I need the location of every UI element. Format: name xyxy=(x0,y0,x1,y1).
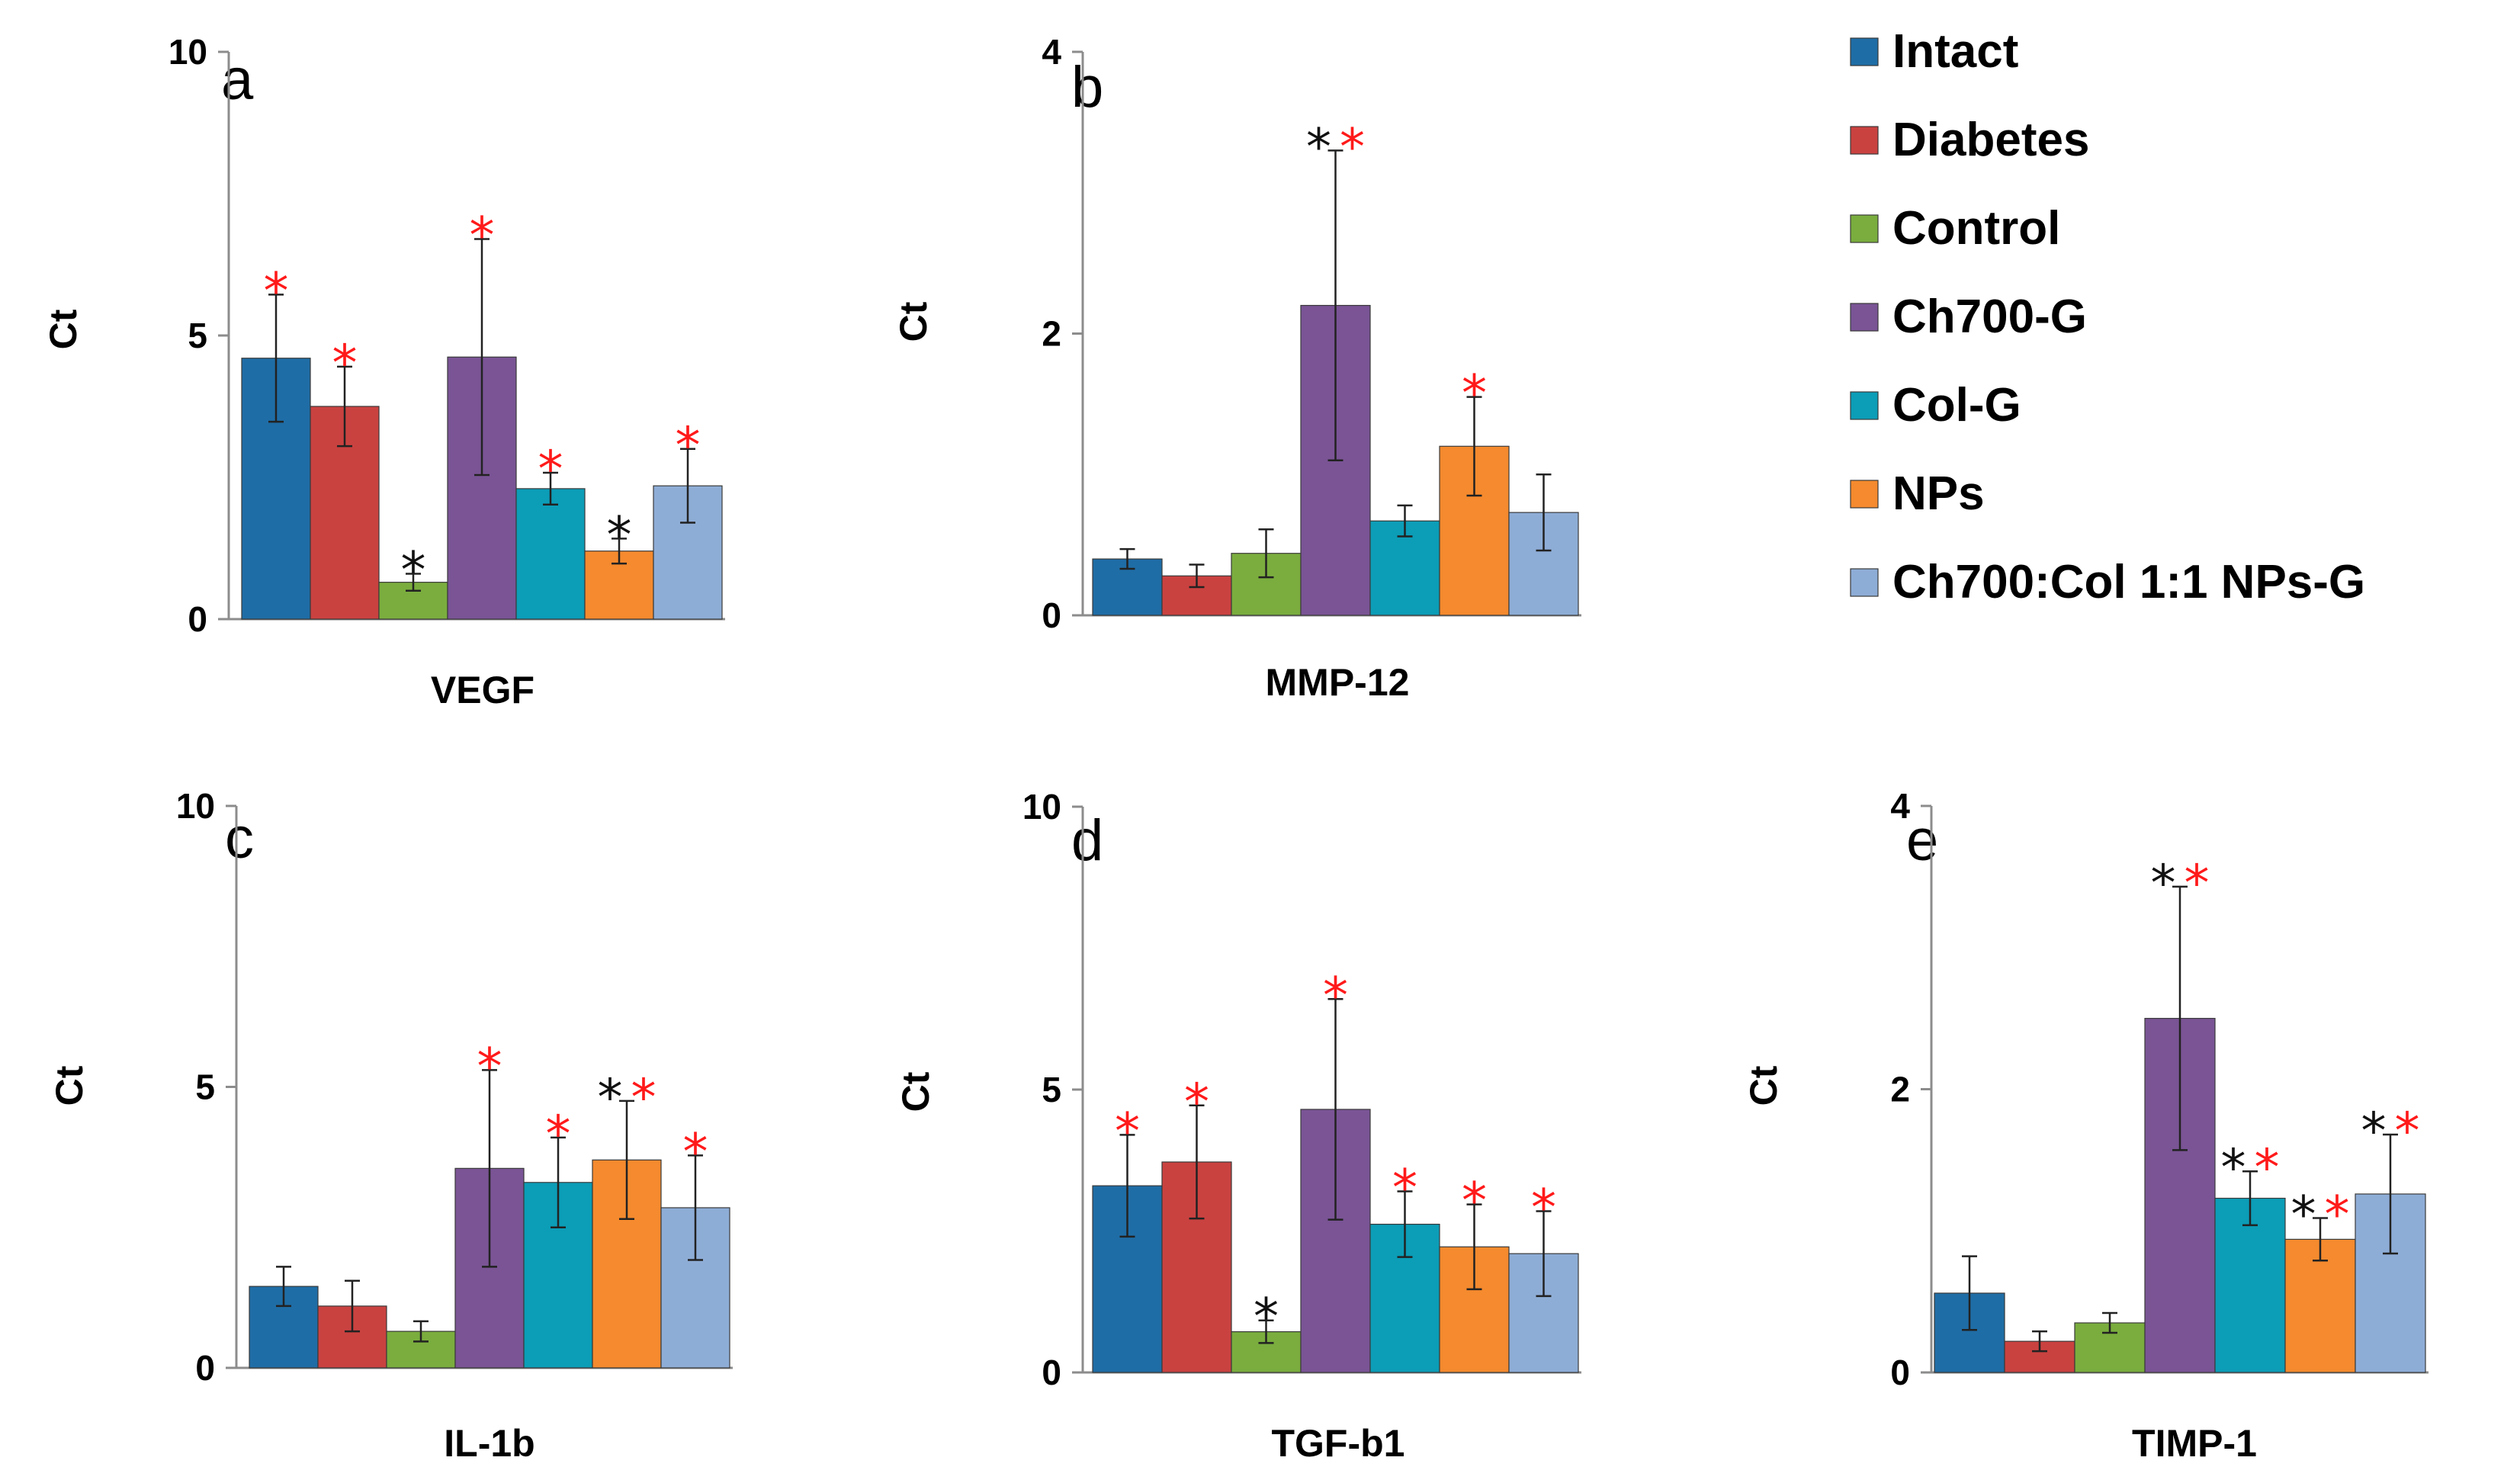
panel-letter-b: b xyxy=(1071,55,1103,120)
x-axis-label-e: TIMP-1 xyxy=(2132,1422,2257,1465)
significance-star-red: * xyxy=(264,262,289,320)
significance-star-red: * xyxy=(332,334,358,393)
y-tick-label: 0 xyxy=(188,599,207,639)
legend-swatch xyxy=(1850,480,1879,509)
y-tick-label: 4 xyxy=(1890,786,1910,826)
significance-star-red: * xyxy=(1323,966,1348,1025)
significance-star-red: * xyxy=(1340,117,1365,176)
significance-star-black: * xyxy=(2151,854,2176,913)
significance-star-red: * xyxy=(676,416,701,475)
y-tick-label: 10 xyxy=(1022,787,1061,827)
y-tick-label: 0 xyxy=(1042,1353,1061,1392)
significance-star-red: * xyxy=(1184,1073,1209,1132)
legend-swatch xyxy=(1850,37,1879,66)
legend-label: Col-G xyxy=(1892,379,2021,432)
y-tick-label: 10 xyxy=(169,32,207,72)
bar-e-5 xyxy=(2214,1197,2286,1373)
legend-label: Ch700-G xyxy=(1892,291,2087,343)
significance-star-red: * xyxy=(477,1037,502,1096)
panel-letter-c: c xyxy=(225,806,254,871)
y-tick-label: 2 xyxy=(1890,1070,1910,1109)
plot-b: 024* ** xyxy=(1042,32,1581,635)
significance-star-red: * xyxy=(470,207,495,265)
significance-star-black: * xyxy=(607,506,632,564)
y-tick-label: 4 xyxy=(1042,32,1061,72)
legend-label: Control xyxy=(1892,202,2060,255)
significance-star-red: * xyxy=(683,1122,708,1181)
y-tick-label: 5 xyxy=(1042,1070,1061,1109)
significance-star-red: * xyxy=(538,440,563,499)
significance-star-red: * xyxy=(546,1105,571,1164)
y-tick-label: 5 xyxy=(195,1067,215,1107)
legend-label: Diabetes xyxy=(1892,114,2089,166)
panel-letter-e: e xyxy=(1906,808,1938,873)
bar-a-5 xyxy=(515,488,586,620)
y-axis-label-a: Ct xyxy=(42,309,85,349)
y-tick-label: 0 xyxy=(1042,595,1061,635)
y-tick-label: 5 xyxy=(188,316,207,355)
panel-d: d Ct TGF-b1 0 5 10 * * * * * * * xyxy=(894,787,1581,1465)
significance-star-black: * xyxy=(2361,1102,2387,1160)
legend-swatch xyxy=(1850,568,1879,597)
legend-swatch xyxy=(1850,391,1879,420)
x-axis-label-d: TGF-b1 xyxy=(1272,1422,1405,1465)
significance-star-red: * xyxy=(1531,1179,1556,1237)
x-axis-label-a: VEGF xyxy=(431,669,534,711)
panel-b: b Ct MMP-12 024* ** xyxy=(892,32,1581,704)
legend-swatch xyxy=(1850,214,1879,243)
plot-e: 024* ** ** ** * xyxy=(1890,786,2429,1392)
panel-e: e Ct TIMP-1 024* ** ** ** * xyxy=(1742,786,2429,1465)
significance-star-red: * xyxy=(1392,1159,1417,1218)
significance-star-black: * xyxy=(2221,1138,2246,1197)
significance-star-red: * xyxy=(631,1068,656,1127)
significance-star-black: * xyxy=(401,541,426,599)
bar-d-4 xyxy=(1300,1109,1371,1373)
y-axis-label-c: Ct xyxy=(48,1065,91,1106)
panel-a: a Ct VEGF 0 5 10 * * * * * * * xyxy=(42,32,725,711)
x-axis-label-b: MMP-12 xyxy=(1266,661,1410,704)
significance-star-black: * xyxy=(1254,1288,1279,1347)
significance-star-red: * xyxy=(1462,1172,1487,1231)
x-axis-label-c: IL-1b xyxy=(444,1422,534,1465)
panel-letter-a: a xyxy=(221,47,254,112)
y-tick-label: 0 xyxy=(195,1348,215,1388)
significance-star-red: * xyxy=(2185,854,2210,913)
y-tick-label: 10 xyxy=(176,786,215,826)
legend-label: Intact xyxy=(1892,25,2018,78)
y-axis-label-b: Ct xyxy=(892,301,935,342)
significance-star-black: * xyxy=(1306,117,1331,176)
plot-d: 0 5 10 * * * * * * * xyxy=(1022,787,1581,1392)
legend-label: NPs xyxy=(1892,467,1985,520)
y-tick-label: 0 xyxy=(1890,1353,1910,1392)
significance-star-red: * xyxy=(2395,1102,2420,1160)
y-axis-label-d: Ct xyxy=(894,1071,937,1112)
legend-swatch xyxy=(1850,303,1879,332)
significance-star-red: * xyxy=(2255,1138,2280,1197)
significance-star-black: * xyxy=(598,1068,623,1127)
y-tick-label: 2 xyxy=(1042,314,1061,354)
legend: Intact Diabetes Control Ch700-G Col-G NPs Ch70… xyxy=(1850,25,2365,608)
legend-label: Ch700:Col 1:1 NPs-G xyxy=(1892,556,2365,608)
significance-star-black: * xyxy=(2291,1186,2316,1244)
y-axis-label-e: Ct xyxy=(1742,1065,1785,1106)
significance-star-red: * xyxy=(1462,364,1487,423)
significance-star-red: * xyxy=(1115,1102,1140,1160)
legend-swatch xyxy=(1850,126,1879,155)
plot-a: 0 5 10 * * * * * * * xyxy=(169,32,725,639)
panel-letter-d: d xyxy=(1071,808,1103,873)
significance-star-red: * xyxy=(2325,1186,2350,1244)
